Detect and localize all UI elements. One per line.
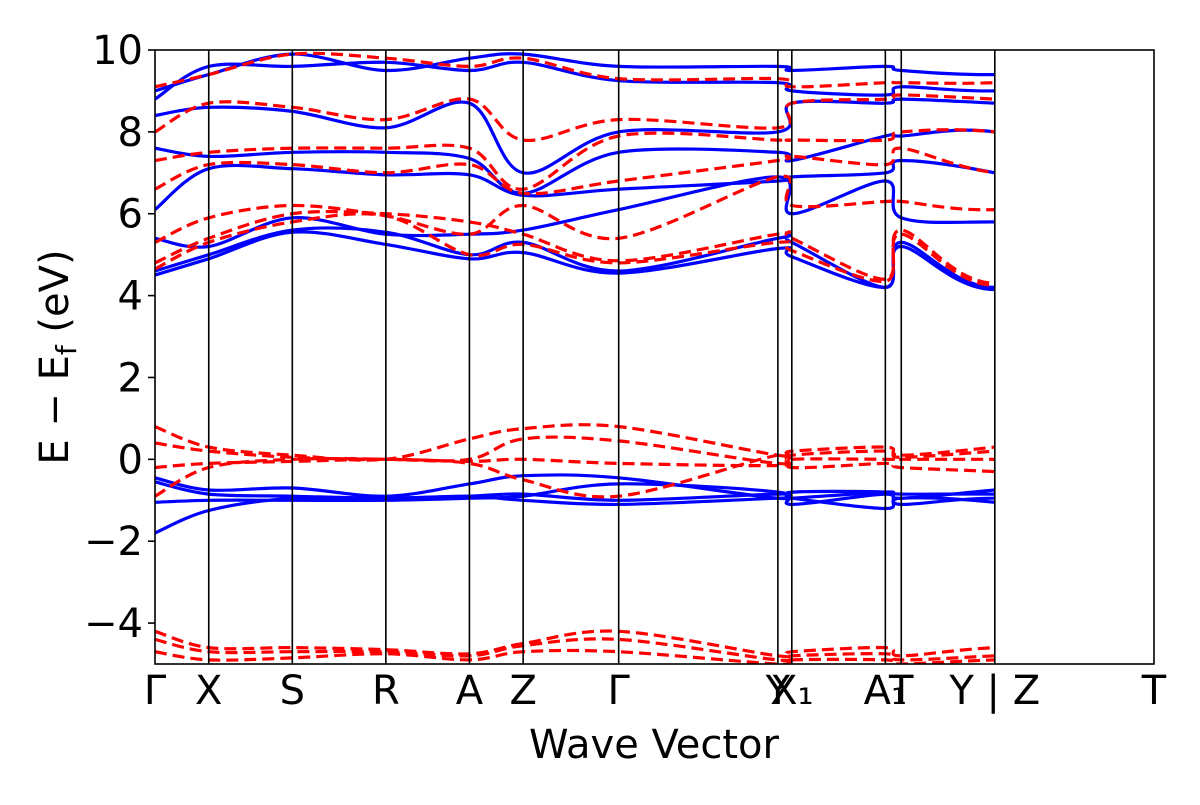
y-axis-label-unit: (eV) bbox=[32, 249, 78, 345]
x-tick-label: R bbox=[372, 668, 400, 714]
x-tick-label: Y bbox=[765, 668, 791, 714]
y-tick-label: 6 bbox=[118, 192, 143, 238]
x-tick-label: Y | Z bbox=[948, 668, 1040, 714]
x-tick-label: X bbox=[195, 668, 222, 714]
x-tick-label: Z bbox=[509, 668, 536, 714]
y-tick-label: −2 bbox=[84, 519, 143, 565]
y-tick-label: −4 bbox=[84, 601, 143, 647]
y-tick-label: 8 bbox=[118, 110, 143, 156]
plot-frame bbox=[154, 49, 1155, 665]
x-tick-label: Γ bbox=[608, 668, 631, 714]
x-tick-label: A₁ bbox=[864, 668, 907, 714]
x-tick-label: S bbox=[280, 668, 305, 714]
x-tick-label: X₁ bbox=[770, 668, 813, 714]
x-tick-label: Γ bbox=[144, 668, 167, 714]
x-tick-label: T bbox=[1141, 668, 1167, 714]
x-axis-label: Wave Vector bbox=[529, 722, 780, 768]
dashed-band-line bbox=[155, 423, 995, 462]
y-axis-label-subscript: f bbox=[50, 344, 83, 355]
y-tick-label: 10 bbox=[92, 28, 143, 74]
y-axis-ticks: −4 −2 0 2 4 6 8 10 bbox=[84, 28, 155, 647]
x-tick-label: A bbox=[456, 668, 484, 714]
y-tick-label: 2 bbox=[118, 355, 143, 401]
y-tick-label: 0 bbox=[118, 437, 143, 483]
y-axis-label: E − Ef (eV) bbox=[32, 249, 83, 464]
y-tick-label: 4 bbox=[118, 274, 143, 320]
kpath-lines bbox=[207, 50, 996, 664]
y-axis-label-main: E − E bbox=[32, 355, 78, 465]
x-tick-label: T bbox=[888, 668, 914, 714]
